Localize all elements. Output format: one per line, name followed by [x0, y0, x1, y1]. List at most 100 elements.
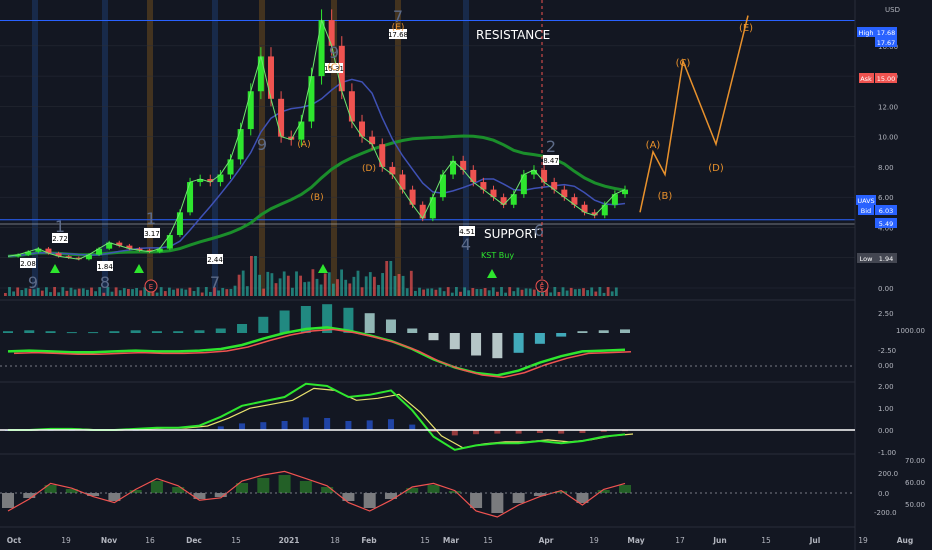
candle-body	[530, 169, 537, 175]
volume-bar	[602, 292, 606, 296]
volume-bar	[147, 291, 151, 296]
price-tick-label: 4.00	[878, 224, 894, 232]
volume-bar	[192, 291, 196, 296]
osc-bar	[473, 430, 480, 435]
osc-bar	[23, 493, 36, 498]
candle-body	[601, 204, 608, 216]
td-count: 9	[329, 43, 339, 62]
candle-body	[176, 212, 183, 236]
support-label: SUPPORT	[484, 227, 540, 241]
volume-bar	[98, 287, 102, 296]
price-tick-label: 12.00	[878, 103, 898, 111]
time-tick-label: 19	[589, 536, 599, 545]
osc-bar	[236, 483, 249, 493]
volume-bar	[40, 290, 44, 296]
earnings-marker[interactable]: E	[144, 279, 158, 293]
osc-bar	[193, 493, 206, 499]
histogram-bar	[151, 331, 162, 333]
osc-bar	[427, 485, 440, 493]
histogram-bar	[385, 319, 396, 333]
volume-bar	[479, 289, 483, 296]
osc-bar	[217, 426, 224, 430]
osc-bar	[451, 430, 458, 436]
osc-bar	[579, 430, 586, 433]
volume-bar	[225, 289, 229, 296]
volume-bar	[537, 287, 540, 296]
volume-bar	[196, 287, 200, 296]
volume-bar	[409, 270, 413, 296]
histogram-bar	[24, 330, 35, 333]
volume-bar	[471, 288, 475, 296]
volume-bar	[176, 288, 179, 296]
osc-tick-label: 0.00	[878, 362, 894, 370]
osc-bar	[342, 493, 355, 501]
oscillator-panel-1: 2.50 -2.50 1000.00 0.00	[3, 304, 925, 379]
candle-body	[500, 197, 507, 205]
candle-body	[75, 257, 82, 260]
volume-bar	[565, 290, 569, 296]
osc-bar	[150, 481, 163, 493]
osc-bar	[448, 491, 461, 493]
volume-bar	[463, 287, 466, 296]
svg-text:17.68: 17.68	[388, 31, 408, 39]
osc-bar	[87, 493, 100, 496]
volume-bar	[323, 273, 327, 296]
volume-bar	[237, 274, 241, 296]
volume-bar	[414, 290, 417, 296]
wave-label-b-future: (B)	[658, 191, 673, 202]
candle-body	[116, 242, 123, 246]
candle-body	[551, 182, 558, 190]
time-tick-label: 15	[231, 536, 241, 545]
histogram-bar	[300, 306, 311, 333]
candle-body	[622, 189, 628, 195]
volume-bar	[520, 289, 524, 296]
low-badge: Low 1.94	[857, 253, 897, 263]
candle-body	[278, 98, 285, 137]
kst-buy-label: KST Buy	[481, 251, 514, 260]
candle-body	[571, 197, 578, 205]
svg-text:E: E	[149, 283, 153, 291]
histogram-bar	[258, 316, 269, 333]
wave-label-a: (A)	[297, 140, 310, 150]
histogram-bar	[534, 333, 545, 344]
histogram-bar	[343, 307, 354, 333]
volume-bar	[450, 292, 454, 296]
volume-bar	[438, 287, 442, 296]
volume-bar	[446, 287, 450, 296]
price-tag: 8.47	[543, 155, 559, 165]
osc-bar	[302, 417, 309, 430]
volume-bar	[295, 271, 298, 296]
svg-text:E: E	[540, 283, 544, 291]
osc-bar	[2, 493, 14, 508]
volume-bar	[385, 261, 389, 296]
histogram-bar	[109, 331, 120, 333]
candle-body	[247, 91, 254, 130]
osc-bar	[387, 419, 394, 430]
time-axis[interactable]: Oct 19 Nov 16 Dec 15 2021 18 Feb 15 Mar 15 Apr 19 May 1…	[7, 536, 913, 545]
volume-bar	[319, 284, 323, 296]
candle-body	[450, 160, 457, 175]
candle-body	[267, 56, 274, 99]
volume-bar	[81, 288, 85, 296]
svg-text:2.08: 2.08	[20, 260, 36, 268]
volume-bar	[12, 291, 15, 296]
osc-tick-label: 2.50	[878, 310, 894, 318]
svg-text:17.67: 17.67	[877, 39, 896, 47]
candle-body	[611, 194, 618, 205]
osc-bar	[512, 493, 525, 503]
candle-body	[480, 182, 487, 190]
candle-body	[419, 204, 426, 219]
volume-bar	[233, 285, 237, 296]
volume-bar	[20, 290, 24, 296]
elliott-projection-line[interactable]	[639, 15, 749, 213]
volume-bar	[348, 283, 352, 296]
volume-bars	[4, 256, 618, 296]
macd-line	[7, 326, 626, 377]
candle-body	[541, 169, 548, 183]
volume-bar	[250, 256, 253, 296]
candle-body	[15, 254, 22, 257]
currency-label: USD	[885, 6, 900, 14]
earnings-marker[interactable]: E	[535, 279, 549, 293]
candle-body	[288, 136, 295, 140]
